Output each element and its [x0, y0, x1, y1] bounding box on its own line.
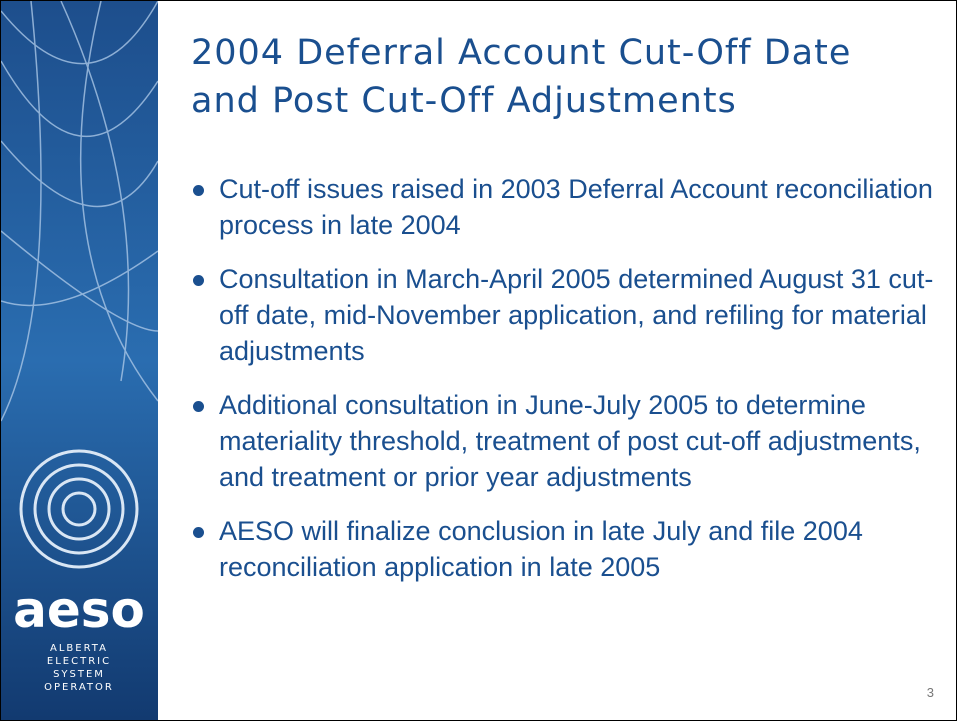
logo-name: aeso: [13, 581, 145, 639]
page: {"header": {"title_lines": ["2004 Deferr…: [0, 0, 957, 721]
sidebar: aeso ALBERTA ELECTRIC SYSTEM OPERATOR: [1, 1, 158, 720]
logo-line: ALBERTA: [50, 643, 108, 654]
bullet: AESO will finalize conclusion in late Ju…: [191, 513, 941, 585]
bullet: Cut-off issues raised in 2003 Deferral A…: [191, 171, 941, 243]
title-line: and Post Cut-Off Adjustments: [191, 81, 737, 121]
title: 2004 Deferral Account Cut-Off Date and P…: [191, 29, 931, 125]
logo-line: SYSTEM: [53, 669, 105, 680]
logo-line: OPERATOR: [44, 682, 114, 693]
page-number: 3: [927, 685, 934, 700]
bullet: Additional consultation in June-July 200…: [191, 387, 941, 495]
bullet-list: Cut-off issues raised in 2003 Deferral A…: [191, 171, 941, 603]
logo-line: ELECTRIC: [47, 656, 111, 667]
slide: aeso ALBERTA ELECTRIC SYSTEM OPERATOR 20…: [0, 0, 957, 721]
bullet: Consultation in March-April 2005 determi…: [191, 261, 941, 369]
title-line: 2004 Deferral Account Cut-Off Date: [191, 33, 851, 73]
